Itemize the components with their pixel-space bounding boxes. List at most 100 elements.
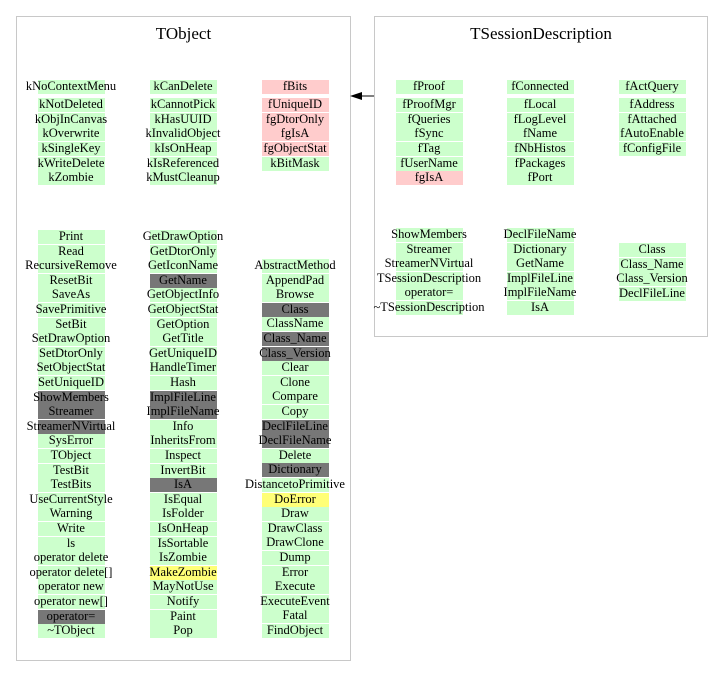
- method: operator new[]: [34, 594, 108, 609]
- data-member: kBitMask: [261, 156, 329, 171]
- member-label: IsA: [530, 300, 550, 314]
- method: TestBits: [37, 477, 105, 493]
- method: Error: [261, 565, 329, 580]
- method: IsZombie: [149, 550, 217, 566]
- member-label: fProofMgr: [402, 97, 456, 112]
- member-label: DistancetoPrimitive: [245, 477, 345, 491]
- method: IsFolder: [149, 506, 217, 522]
- method: FindObject: [261, 623, 329, 638]
- method: ~TObject: [37, 623, 105, 639]
- member-label: ImplFileLine: [507, 270, 573, 285]
- member-label: fTag: [417, 140, 441, 155]
- member-label: Clear: [281, 360, 309, 375]
- data-member: fgDtorOnly: [261, 112, 329, 127]
- member-label: fUniqueID: [267, 97, 323, 112]
- method: SetBit: [37, 317, 105, 332]
- member-label: Info: [172, 418, 194, 433]
- method: SaveAs: [37, 287, 105, 303]
- method: InvertBit: [149, 463, 217, 478]
- method: RecursiveRemove: [25, 258, 117, 274]
- method: operator delete[]: [30, 565, 112, 580]
- data-member: fBits: [261, 79, 329, 94]
- member-label: Pop: [173, 623, 193, 638]
- method: DeclFileName: [504, 227, 576, 242]
- member-label: Paint: [170, 608, 196, 623]
- method: IsEqual: [149, 492, 217, 507]
- member-label: Warning: [49, 506, 93, 521]
- member-label: Compare: [272, 389, 318, 404]
- data-member: fAttached: [618, 112, 686, 127]
- member-label: GetUniqueID: [148, 345, 218, 360]
- data-member: fAddress: [618, 97, 686, 113]
- member-label: GetObjectInfo: [146, 287, 220, 302]
- member-label: Fatal: [282, 608, 308, 623]
- member-label: InvertBit: [160, 462, 206, 477]
- member-label: Copy: [281, 404, 309, 418]
- method: operator=: [395, 285, 463, 301]
- method: Dictionary: [506, 242, 574, 257]
- member-label: fPort: [527, 170, 553, 185]
- method: Delete: [261, 448, 329, 463]
- member-label: AbstractMethod: [254, 258, 336, 272]
- method: AppendPad: [261, 273, 329, 288]
- data-member: fConnected: [506, 79, 574, 94]
- member-label: ImplFileName: [146, 404, 220, 419]
- member-label: operator=: [404, 285, 454, 300]
- member-label: fgDtorOnly: [265, 111, 325, 126]
- member-label: RecursiveRemove: [25, 258, 117, 273]
- member-label: fConnected: [511, 79, 569, 93]
- method: IsSortable: [149, 536, 217, 551]
- member-label: GetIconName: [147, 258, 219, 273]
- data-member: kHasUUID: [149, 112, 217, 127]
- member-label: FindObject: [266, 623, 324, 637]
- method: IsA: [506, 300, 574, 315]
- member-label: SetDrawOption: [31, 331, 111, 346]
- member-label: kIsReferenced: [146, 155, 220, 170]
- member-label: Read: [58, 243, 84, 258]
- method: ImplFileName: [504, 285, 576, 301]
- member-label: IsSortable: [157, 535, 209, 550]
- member-label: Draw: [281, 506, 309, 521]
- method: operator=: [37, 609, 105, 624]
- member-label: Error: [281, 564, 309, 579]
- member-label: ExecuteEvent: [260, 593, 330, 608]
- method: GetObjectStat: [148, 302, 218, 317]
- method: GetObjectInfo: [147, 287, 219, 303]
- method: IsA: [149, 477, 217, 493]
- member-label: GetTitle: [162, 331, 204, 346]
- member-label: Print: [58, 229, 84, 243]
- member-label: Dump: [279, 550, 311, 564]
- method: Warning: [37, 506, 105, 522]
- member-label: ~TSessionDescription: [373, 300, 485, 314]
- method: ShowMembers: [33, 390, 109, 405]
- member-label: kMustCleanup: [146, 170, 220, 185]
- member-label: GetOption: [156, 316, 210, 331]
- member-label: fLocal: [523, 97, 557, 112]
- method: DistancetoPrimitive: [245, 477, 345, 492]
- data-member: fActQuery: [618, 79, 686, 94]
- method: Class_Name: [261, 331, 329, 346]
- method: AbstractMethod: [254, 258, 336, 273]
- member-label: kSingleKey: [41, 140, 101, 155]
- method: ls: [37, 536, 105, 551]
- member-label: Streamer: [48, 404, 94, 419]
- member-label: SetDtorOnly: [39, 345, 103, 360]
- method: Compare: [261, 389, 329, 405]
- method: ImplFileName: [147, 404, 219, 420]
- member-label: HandleTimer: [149, 360, 217, 375]
- member-label: IsFolder: [162, 506, 204, 521]
- member-label: kWriteDelete: [37, 155, 105, 170]
- member-label: kIsOnHeap: [154, 140, 212, 155]
- method: Paint: [149, 609, 217, 624]
- method: UseCurrentStyle: [29, 492, 113, 507]
- data-member: kNotDeleted: [37, 97, 105, 113]
- data-member: kNoContextMenu: [26, 79, 116, 94]
- method: Notify: [149, 594, 217, 609]
- method: SetDtorOnly: [37, 346, 105, 361]
- method: Pop: [149, 623, 217, 639]
- method: Info: [149, 419, 217, 434]
- method: DeclFileLine: [261, 419, 329, 434]
- member-label: fBits: [282, 79, 308, 93]
- member-label: Browse: [275, 287, 315, 302]
- member-label: kNoContextMenu: [25, 79, 117, 93]
